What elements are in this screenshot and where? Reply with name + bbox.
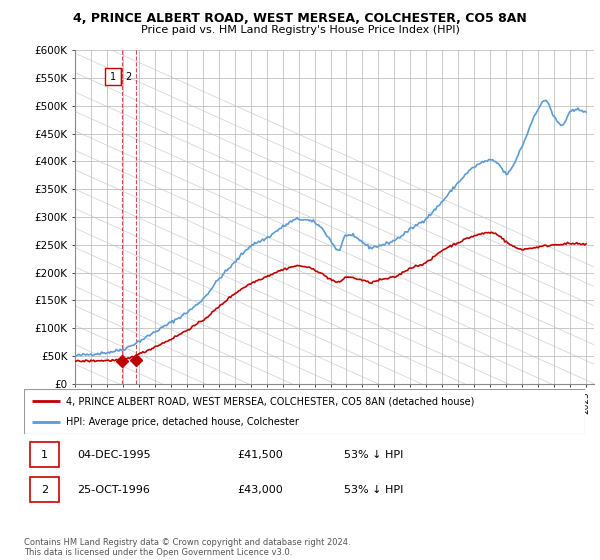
Text: Price paid vs. HM Land Registry's House Price Index (HPI): Price paid vs. HM Land Registry's House … bbox=[140, 25, 460, 35]
FancyBboxPatch shape bbox=[29, 442, 59, 467]
Text: 4, PRINCE ALBERT ROAD, WEST MERSEA, COLCHESTER, CO5 8AN: 4, PRINCE ALBERT ROAD, WEST MERSEA, COLC… bbox=[73, 12, 527, 25]
Text: 25-OCT-1996: 25-OCT-1996 bbox=[77, 484, 150, 494]
FancyBboxPatch shape bbox=[104, 68, 121, 85]
Text: 04-DEC-1995: 04-DEC-1995 bbox=[77, 450, 151, 460]
Text: 53% ↓ HPI: 53% ↓ HPI bbox=[344, 484, 403, 494]
Text: 1: 1 bbox=[41, 450, 47, 460]
FancyBboxPatch shape bbox=[29, 477, 59, 502]
Text: HPI: Average price, detached house, Colchester: HPI: Average price, detached house, Colc… bbox=[66, 417, 299, 427]
Text: 4, PRINCE ALBERT ROAD, WEST MERSEA, COLCHESTER, CO5 8AN (detached house): 4, PRINCE ALBERT ROAD, WEST MERSEA, COLC… bbox=[66, 396, 475, 407]
Text: Contains HM Land Registry data © Crown copyright and database right 2024.
This d: Contains HM Land Registry data © Crown c… bbox=[24, 538, 350, 557]
Text: 1: 1 bbox=[109, 72, 116, 82]
Text: 2: 2 bbox=[41, 484, 48, 494]
Text: 53% ↓ HPI: 53% ↓ HPI bbox=[344, 450, 403, 460]
Text: £41,500: £41,500 bbox=[237, 450, 283, 460]
Text: £43,000: £43,000 bbox=[237, 484, 283, 494]
Text: 2: 2 bbox=[125, 72, 131, 82]
